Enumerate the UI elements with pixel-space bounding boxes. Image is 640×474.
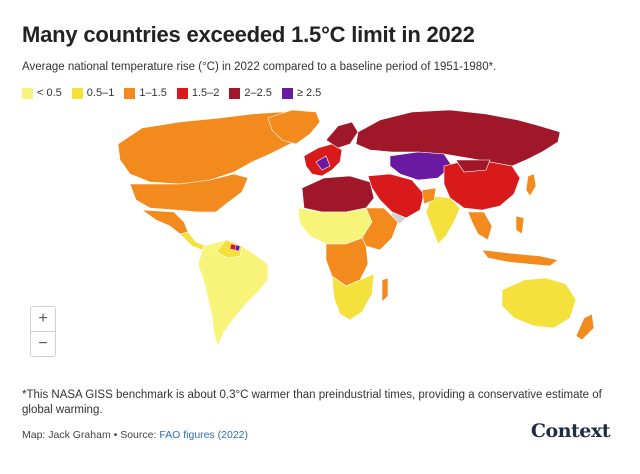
region-southeast-asia[interactable] (467, 211, 493, 241)
region-suriname[interactable] (234, 244, 241, 252)
world-map-svg[interactable] (20, 104, 620, 366)
zoom-control: + − (30, 306, 56, 357)
legend-swatch (71, 87, 83, 99)
map-title: Many countries exceeded 1.5°C limit in 2… (22, 22, 475, 47)
legend-label: < 0.5 (37, 87, 62, 99)
legend-label: 0.5–1 (86, 87, 115, 99)
legend-item-0-5-1: 0.5–1 (71, 87, 115, 99)
region-southern-africa[interactable] (331, 273, 375, 321)
zoom-in-button[interactable]: + (38, 310, 48, 327)
region-australia[interactable] (501, 277, 577, 329)
zoom-out-button[interactable]: − (31, 331, 55, 356)
legend-label: 1.5–2 (191, 87, 220, 99)
legend-label: ≥ 2.5 (296, 87, 322, 99)
region-middle-east[interactable] (367, 173, 425, 219)
region-central-africa[interactable] (325, 237, 369, 287)
region-kazakhstan[interactable] (389, 151, 453, 181)
region-new-zealand[interactable] (575, 313, 595, 341)
source-link[interactable]: FAO figures (2022) (159, 429, 249, 441)
legend-swatch (22, 87, 33, 99)
region-north-africa[interactable] (301, 175, 375, 213)
legend-item-1-1-5: 1–1.5 (124, 87, 167, 99)
legend-swatch (229, 87, 241, 99)
context-logo: Context (530, 420, 611, 442)
region-central-europe[interactable] (315, 155, 331, 171)
credit-line: Map: Jack Graham • Source: FAO figures (… (22, 429, 248, 441)
legend-item-2-2-5: 2–2.5 (229, 87, 272, 99)
legend-swatch (124, 87, 136, 99)
legend: < 0.5 0.5–1 1–1.5 1.5–2 2–2.5 ≥ 2.5 (22, 87, 321, 99)
region-russia[interactable] (355, 109, 561, 167)
region-pakistan[interactable] (421, 187, 437, 205)
world-map[interactable] (20, 104, 620, 366)
region-india[interactable] (425, 195, 461, 245)
legend-label: 2–2.5 (244, 87, 272, 99)
region-indonesia[interactable] (481, 249, 559, 267)
region-central-america[interactable] (179, 231, 207, 251)
region-greenland[interactable] (267, 109, 321, 145)
region-mongolia[interactable] (455, 159, 491, 173)
legend-swatch (176, 87, 188, 99)
legend-item-lt-0-5: < 0.5 (22, 87, 62, 99)
legend-label: 1–1.5 (139, 87, 167, 99)
legend-swatch (281, 87, 293, 99)
region-brazil-north[interactable] (215, 239, 243, 259)
region-philippines[interactable] (515, 215, 525, 235)
region-japan[interactable] (525, 173, 537, 197)
region-mexico[interactable] (140, 209, 189, 235)
legend-item-1-5-2: 1.5–2 (176, 87, 220, 99)
region-madagascar[interactable] (381, 277, 389, 303)
region-east-africa[interactable] (361, 207, 399, 251)
region-united-states[interactable] (129, 173, 249, 213)
region-canada-alaska[interactable] (117, 111, 313, 185)
region-south-america[interactable] (197, 239, 269, 347)
credit-prefix: Map: Jack Graham • Source: (22, 429, 160, 441)
footnote: *This NASA GISS benchmark is about 0.3°C… (22, 389, 602, 416)
legend-item-ge-2-5: ≥ 2.5 (281, 87, 322, 99)
map-subtitle: Average national temperature rise (°C) i… (22, 61, 497, 73)
